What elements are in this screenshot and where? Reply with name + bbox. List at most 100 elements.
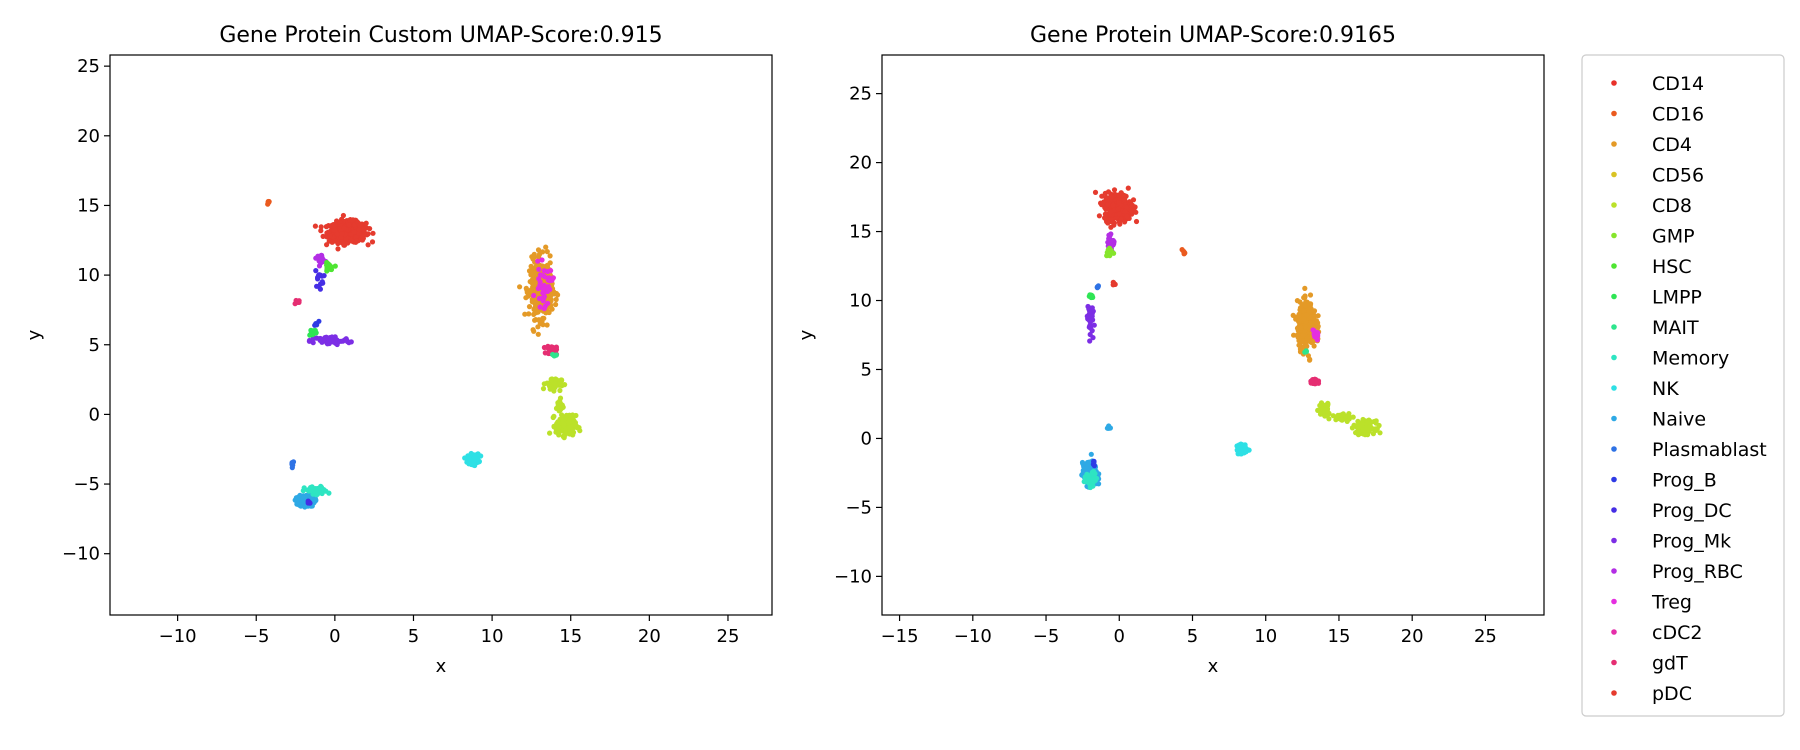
data-point — [367, 226, 373, 232]
data-point — [1121, 192, 1127, 198]
data-point — [1360, 427, 1366, 433]
data-point — [1296, 342, 1302, 348]
cluster-memory — [300, 483, 332, 498]
cluster-cd8 — [1315, 400, 1332, 419]
data-point — [540, 249, 546, 255]
data-point — [541, 282, 547, 288]
data-point — [1296, 313, 1302, 319]
x-tick-label: 25 — [717, 626, 740, 647]
data-point — [326, 490, 332, 496]
x-tick-label: −5 — [243, 626, 270, 647]
y-tick-label: 10 — [849, 291, 872, 312]
data-point — [1128, 208, 1135, 214]
data-point — [1109, 193, 1115, 200]
data-point — [1123, 204, 1130, 211]
data-point — [1300, 338, 1306, 344]
cluster-prog-b — [1090, 458, 1097, 469]
data-point — [334, 231, 340, 237]
data-point — [370, 230, 376, 236]
data-point — [357, 222, 363, 228]
legend-entry-plasmablast: Plasmablast — [1611, 439, 1767, 461]
data-point — [1315, 407, 1321, 413]
data-point — [1108, 216, 1114, 222]
data-point — [532, 317, 538, 323]
data-point — [1103, 195, 1109, 201]
data-point — [265, 199, 271, 205]
data-point — [1301, 316, 1307, 322]
right-x-axis-label: x — [1208, 656, 1219, 677]
data-point — [566, 424, 573, 431]
data-point — [555, 402, 561, 408]
data-point — [544, 322, 550, 328]
cluster-plasmablast — [1094, 283, 1101, 291]
x-tick-label: 10 — [1254, 626, 1277, 647]
x-tick-label: −10 — [954, 626, 992, 647]
data-point — [1091, 463, 1097, 469]
data-point — [517, 284, 523, 290]
data-point — [318, 228, 324, 234]
data-point — [295, 299, 301, 305]
cluster-naive — [1104, 423, 1113, 431]
data-point — [522, 311, 528, 317]
cluster-cd16 — [265, 198, 272, 207]
legend-label: pDC — [1652, 683, 1692, 705]
data-point — [312, 223, 318, 229]
x-tick-label: 10 — [481, 626, 504, 647]
legend-entry-treg: Treg — [1611, 592, 1692, 614]
x-tick-label: 20 — [638, 626, 661, 647]
y-tick-label: 0 — [861, 428, 872, 449]
left-scatter-panel: Gene Protein Custom UMAP-Score:0.915 −10… — [24, 23, 773, 677]
data-point — [1326, 410, 1332, 416]
y-tick-label: 5 — [89, 335, 100, 356]
data-point — [1294, 333, 1300, 339]
data-point — [531, 299, 537, 305]
cluster-cd4 — [1290, 285, 1322, 363]
data-point — [540, 322, 546, 328]
data-point — [1344, 418, 1350, 424]
legend-label: Prog_Mk — [1652, 531, 1731, 553]
data-point — [1110, 282, 1116, 288]
data-point — [557, 387, 563, 394]
data-point — [1122, 208, 1128, 214]
legend: CD14 CD16 CD4 CD56 CD8 GMP HSC LMPP MAIT Memory NK… — [1581, 54, 1785, 717]
data-point — [478, 453, 484, 459]
legend-marker — [1611, 415, 1617, 422]
data-point — [545, 268, 551, 275]
data-point — [541, 381, 547, 387]
data-point — [1133, 218, 1140, 225]
data-point — [325, 261, 331, 267]
data-point — [532, 272, 538, 278]
legend-entry-nk: NK — [1611, 378, 1679, 400]
data-point — [1243, 449, 1249, 455]
cluster-treg — [1310, 327, 1321, 343]
y-tick-label: 25 — [77, 56, 100, 77]
data-point — [526, 311, 532, 317]
data-point — [324, 341, 331, 347]
x-tick-label: 15 — [1328, 626, 1351, 647]
data-point — [531, 328, 537, 334]
data-point — [1304, 335, 1310, 341]
data-point — [330, 223, 336, 229]
data-point — [319, 279, 325, 285]
data-point — [545, 300, 551, 306]
data-point — [535, 285, 541, 292]
data-point — [1377, 430, 1383, 436]
legend-label: Prog_RBC — [1652, 561, 1743, 583]
legend-entry-prog-b: Prog_B — [1611, 470, 1717, 492]
data-point — [1297, 305, 1304, 311]
legend-marker — [1611, 598, 1617, 605]
legend-marker — [1611, 110, 1617, 117]
data-point — [471, 462, 477, 468]
data-point — [1116, 219, 1122, 225]
data-point — [1116, 210, 1122, 217]
legend-entry-gmp: GMP — [1611, 226, 1695, 248]
data-point — [305, 498, 311, 504]
cluster-prog-dc — [313, 268, 327, 292]
y-tick-label: 0 — [89, 404, 100, 425]
left-points-layer — [265, 198, 583, 510]
x-tick-label: 0 — [329, 626, 340, 647]
data-point — [324, 266, 330, 272]
legend-marker — [1611, 476, 1617, 483]
legend-entry-hsc: HSC — [1611, 256, 1692, 278]
left-y-axis-label: y — [24, 329, 45, 340]
